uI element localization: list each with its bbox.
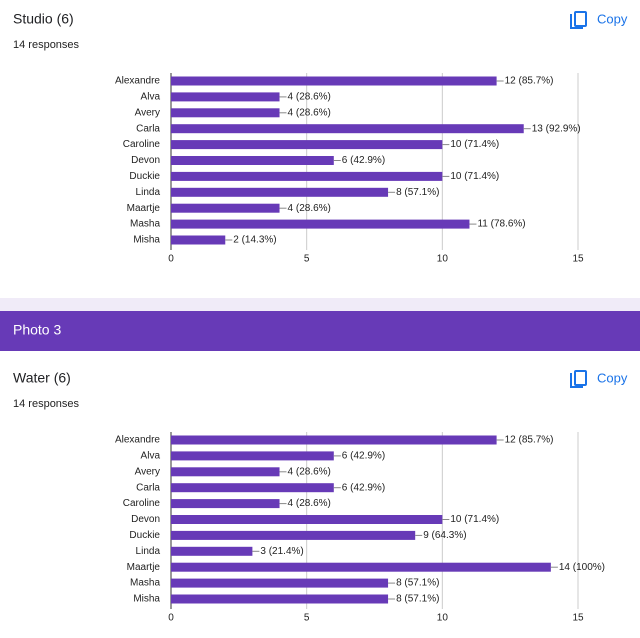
bar xyxy=(171,235,226,245)
x-tick-label: 10 xyxy=(437,254,449,265)
value-label: 8 (57.1%) xyxy=(396,578,439,589)
bar xyxy=(171,156,334,165)
value-label: 2 (14.3%) xyxy=(233,235,276,246)
x-tick-label: 5 xyxy=(304,254,310,265)
category-label: Caroline xyxy=(123,139,161,150)
value-label: 10 (71.4%) xyxy=(450,171,499,182)
bar xyxy=(171,203,280,213)
bar xyxy=(171,435,497,445)
x-tick-label: 0 xyxy=(168,613,174,624)
bar xyxy=(171,546,253,556)
category-label: Carla xyxy=(136,123,160,134)
value-label: 8 (57.1%) xyxy=(396,594,439,605)
category-label: Alexandre xyxy=(115,76,160,87)
value-label: 10 (71.4%) xyxy=(450,514,499,525)
copy-icon-back[interactable] xyxy=(574,11,587,27)
bar xyxy=(171,515,443,524)
value-label: 4 (28.6%) xyxy=(288,498,331,509)
value-label: 9 (64.3%) xyxy=(423,530,466,541)
value-label: 4 (28.6%) xyxy=(288,466,331,477)
bar xyxy=(171,124,524,134)
section-gap xyxy=(0,298,640,311)
x-tick-label: 15 xyxy=(572,613,584,624)
bar xyxy=(171,171,443,181)
copy-button[interactable]: Copy xyxy=(597,11,628,26)
category-label: Devon xyxy=(131,514,160,525)
response-count: 14 responses xyxy=(13,39,80,51)
value-label: 6 (42.9%) xyxy=(342,155,385,166)
bar xyxy=(171,562,551,572)
x-tick-label: 15 xyxy=(572,254,584,265)
bar xyxy=(171,467,280,477)
value-label: 4 (28.6%) xyxy=(288,92,331,103)
category-label: Linda xyxy=(136,546,161,557)
category-label: Maartje xyxy=(127,203,161,214)
bar xyxy=(171,451,334,461)
value-label: 12 (85.7%) xyxy=(505,76,554,87)
bar xyxy=(171,219,470,229)
category-label: Misha xyxy=(133,594,160,605)
bar xyxy=(171,92,280,102)
x-tick-label: 10 xyxy=(437,613,449,624)
value-label: 11 (78.6%) xyxy=(477,219,525,230)
value-label: 3 (21.4%) xyxy=(260,546,303,557)
category-label: Devon xyxy=(131,155,160,166)
category-label: Linda xyxy=(136,187,161,198)
section-header-bar xyxy=(0,311,640,351)
bar xyxy=(171,140,443,150)
bar xyxy=(171,530,416,540)
copy-icon-front[interactable] xyxy=(570,14,583,29)
bar xyxy=(171,108,280,118)
bar xyxy=(171,499,280,509)
category-label: Misha xyxy=(133,235,160,246)
question-title: Water (6) xyxy=(13,370,71,386)
value-label: 10 (71.4%) xyxy=(450,139,499,150)
bar xyxy=(171,187,389,197)
copy-icon-front[interactable] xyxy=(570,373,583,388)
category-label: Avery xyxy=(135,107,160,118)
x-tick-label: 5 xyxy=(304,613,310,624)
copy-button[interactable]: Copy xyxy=(597,370,628,385)
x-tick-label: 0 xyxy=(168,254,174,265)
category-label: Masha xyxy=(130,578,160,589)
copy-icon-back[interactable] xyxy=(574,370,587,386)
category-label: Alva xyxy=(141,451,161,462)
category-label: Alexandre xyxy=(115,435,160,446)
category-label: Maartje xyxy=(127,562,161,573)
value-label: 6 (42.9%) xyxy=(342,482,385,493)
category-label: Caroline xyxy=(123,498,161,509)
category-label: Carla xyxy=(136,482,160,493)
section-header: Photo 3 xyxy=(13,322,61,338)
value-label: 6 (42.9%) xyxy=(342,451,385,462)
value-label: 4 (28.6%) xyxy=(288,107,331,118)
bar xyxy=(171,483,334,493)
value-label: 4 (28.6%) xyxy=(288,203,331,214)
value-label: 13 (92.9%) xyxy=(532,123,581,134)
value-label: 8 (57.1%) xyxy=(396,187,439,198)
bar xyxy=(171,578,389,588)
question-title: Studio (6) xyxy=(13,11,74,27)
category-label: Masha xyxy=(130,219,160,230)
category-label: Avery xyxy=(135,466,160,477)
bar xyxy=(171,594,389,604)
category-label: Alva xyxy=(141,92,161,103)
category-label: Duckie xyxy=(129,530,160,541)
value-label: 14 (100%) xyxy=(559,562,605,573)
response-count: 14 responses xyxy=(13,398,80,410)
category-label: Duckie xyxy=(129,171,160,182)
bar xyxy=(171,76,497,86)
value-label: 12 (85.7%) xyxy=(505,435,554,446)
